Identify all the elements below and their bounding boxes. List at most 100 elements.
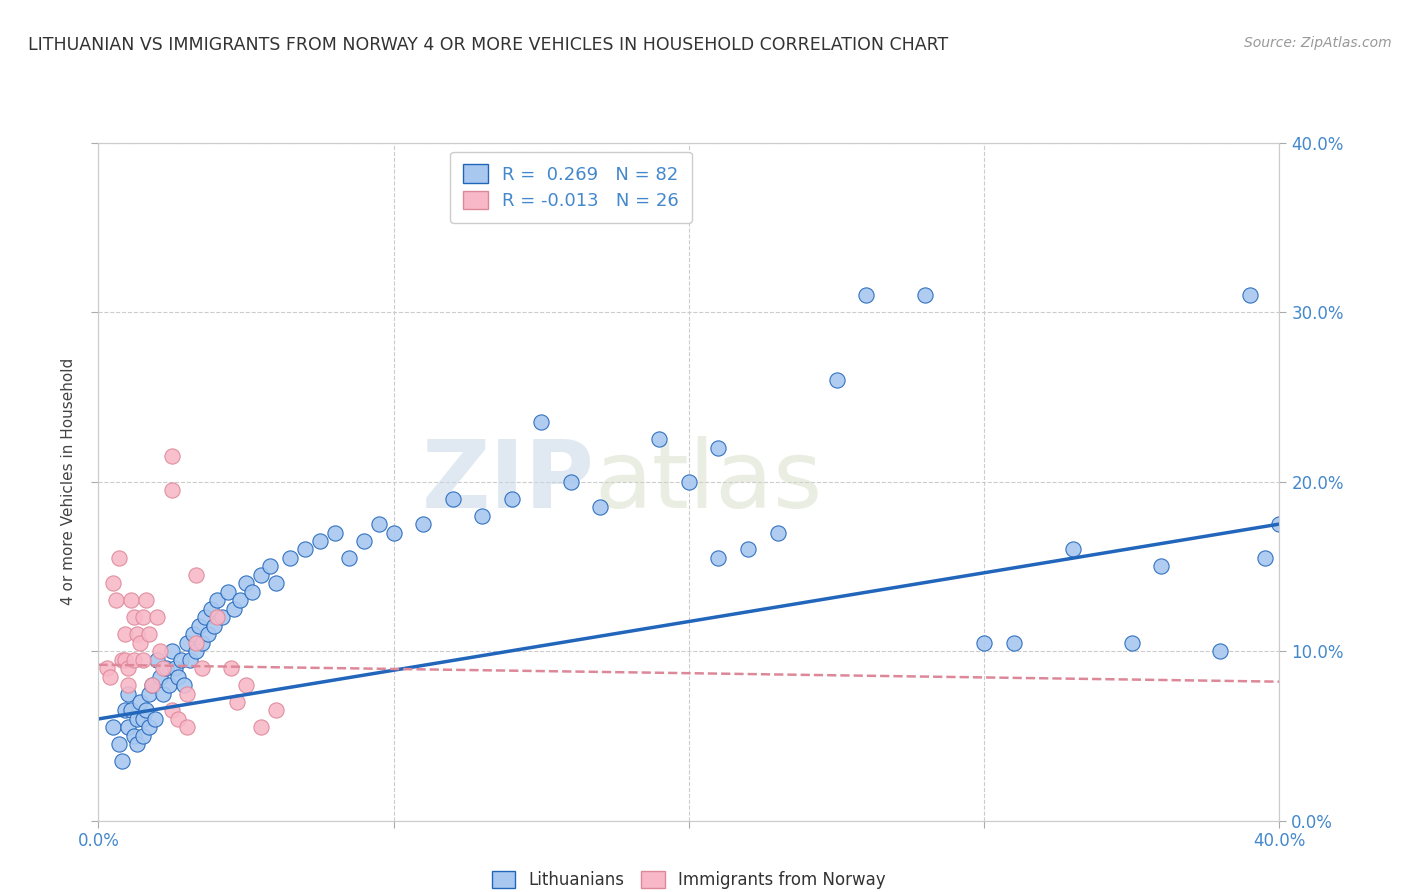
Point: [125, 627, 148, 641]
Point: [108, 737, 131, 751]
Point: [294, 542, 316, 557]
Y-axis label: 4 or more Vehicles in Household: 4 or more Vehicles in Household: [60, 358, 76, 606]
Point: [138, 721, 160, 735]
Point: [191, 661, 214, 675]
Point: [152, 661, 174, 675]
Point: [855, 288, 877, 302]
Point: [132, 729, 155, 743]
Point: [825, 373, 848, 387]
Point: [707, 441, 730, 455]
Point: [155, 661, 177, 675]
Point: [128, 635, 150, 649]
Point: [162, 483, 183, 498]
Point: [368, 517, 391, 532]
Point: [176, 721, 198, 735]
Point: [219, 661, 242, 675]
Point: [194, 610, 217, 624]
Point: [117, 687, 139, 701]
Point: [1002, 635, 1025, 649]
Point: [173, 678, 195, 692]
Point: [264, 576, 287, 591]
Point: [1062, 542, 1084, 557]
Point: [122, 729, 145, 743]
Point: [117, 721, 139, 735]
Point: [105, 593, 128, 607]
Point: [132, 653, 155, 667]
Point: [157, 678, 180, 692]
Legend: Lithuanians, Immigrants from Norway: Lithuanians, Immigrants from Norway: [481, 859, 897, 892]
Point: [412, 517, 434, 532]
Point: [353, 533, 375, 548]
Point: [167, 669, 190, 683]
Point: [471, 508, 494, 523]
Point: [250, 568, 273, 582]
Point: [1121, 635, 1143, 649]
Point: [589, 500, 612, 514]
Point: [117, 661, 139, 675]
Point: [197, 627, 219, 641]
Point: [224, 602, 246, 616]
Point: [530, 416, 553, 430]
Point: [141, 678, 163, 692]
Point: [323, 525, 346, 540]
Text: ZIP: ZIP: [422, 435, 595, 528]
Point: [914, 288, 936, 302]
Point: [250, 721, 273, 735]
Point: [162, 450, 183, 464]
Point: [339, 551, 360, 566]
Point: [114, 703, 136, 717]
Point: [1150, 559, 1173, 574]
Point: [103, 576, 125, 591]
Point: [191, 635, 214, 649]
Point: [135, 703, 157, 717]
Point: [117, 678, 139, 692]
Point: [167, 712, 190, 726]
Point: [138, 687, 160, 701]
Point: [132, 610, 155, 624]
Point: [149, 644, 172, 658]
Point: [152, 687, 174, 701]
Point: [648, 433, 671, 447]
Point: [125, 712, 148, 726]
Point: [135, 593, 157, 607]
Point: [1254, 551, 1277, 566]
Point: [98, 669, 121, 683]
Point: [138, 627, 160, 641]
Point: [179, 653, 201, 667]
Point: [264, 703, 287, 717]
Point: [141, 678, 163, 692]
Point: [1268, 517, 1291, 532]
Point: [382, 525, 405, 540]
Point: [205, 610, 228, 624]
Point: [973, 635, 995, 649]
Point: [560, 475, 582, 489]
Point: [217, 585, 239, 599]
Point: [211, 610, 233, 624]
Point: [111, 653, 134, 667]
Text: Source: ZipAtlas.com: Source: ZipAtlas.com: [1244, 36, 1392, 50]
Point: [122, 610, 145, 624]
Point: [162, 703, 183, 717]
Point: [184, 644, 207, 658]
Point: [187, 619, 209, 633]
Point: [1209, 644, 1232, 658]
Text: LITHUANIAN VS IMMIGRANTS FROM NORWAY 4 OR MORE VEHICLES IN HOUSEHOLD CORRELATION: LITHUANIAN VS IMMIGRANTS FROM NORWAY 4 O…: [28, 36, 949, 54]
Point: [111, 755, 134, 769]
Point: [114, 653, 136, 667]
Point: [200, 602, 222, 616]
Point: [205, 593, 228, 607]
Point: [181, 627, 204, 641]
Point: [259, 559, 281, 574]
Point: [678, 475, 700, 489]
Point: [165, 661, 187, 675]
Point: [766, 525, 789, 540]
Point: [125, 737, 148, 751]
Point: [184, 568, 207, 582]
Point: [170, 653, 193, 667]
Point: [96, 661, 118, 675]
Point: [278, 551, 302, 566]
Point: [120, 593, 142, 607]
Point: [707, 551, 730, 566]
Point: [226, 695, 249, 709]
Point: [176, 687, 198, 701]
